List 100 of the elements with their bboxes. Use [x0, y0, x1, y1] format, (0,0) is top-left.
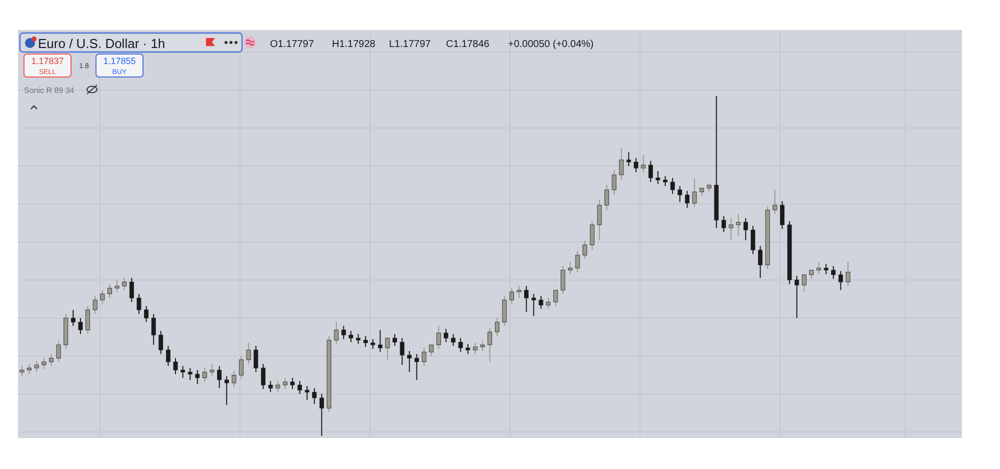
candlestick: [276, 380, 280, 393]
candlestick: [838, 270, 843, 291]
candlestick: [348, 330, 354, 343]
candlestick: [254, 345, 258, 373]
candlestick: [56, 340, 61, 362]
text: +0.00050 (+0.04%): [508, 39, 594, 50]
candlestick: [400, 338, 404, 366]
candlestick: [78, 318, 83, 334]
candlestick: [626, 152, 631, 167]
text: H1.17928: [332, 39, 376, 50]
candlestick: [261, 363, 266, 390]
candlestick: [451, 334, 456, 346]
candlestick: [831, 266, 836, 280]
candlestick: [582, 240, 588, 260]
candlestick: [538, 295, 544, 310]
candlestick: [670, 177, 675, 194]
candlestick: [524, 286, 529, 312]
candlestick: [239, 356, 244, 380]
candlestick: [92, 295, 98, 314]
candlestick: [195, 370, 200, 384]
candlestick: [180, 365, 186, 378]
candlestick: [750, 225, 756, 255]
candlestick: [736, 213, 741, 237]
candlestick: [494, 318, 500, 337]
candlestick: [246, 342, 251, 364]
candlestick: [392, 334, 398, 346]
candlestick: [319, 393, 324, 436]
candlestick: [641, 154, 646, 173]
candlestick: [166, 345, 170, 366]
candlestick: [604, 184, 609, 210]
candlestick: [466, 343, 470, 355]
candlestick: [846, 261, 850, 287]
candlestick: [114, 279, 120, 292]
candlestick: [722, 216, 726, 232]
candlestick: [794, 275, 800, 319]
text: 1.17855: [103, 56, 136, 66]
candlestick: [370, 338, 376, 350]
candlestick: [472, 342, 478, 355]
candlestick: [151, 313, 156, 346]
candlestick: [590, 220, 594, 251]
candlestick: [743, 218, 748, 241]
candlestick: [692, 177, 697, 208]
candlestick: [34, 360, 39, 373]
candlestick: [341, 325, 346, 340]
candlestick: [656, 170, 660, 185]
candlestick: [158, 330, 164, 355]
candlestick: [634, 157, 638, 173]
candlestick: [429, 344, 434, 357]
candlestick: [510, 288, 514, 305]
text: 1.17837: [31, 56, 64, 66]
text: C1.17846: [446, 39, 490, 50]
candlestick: [385, 338, 390, 360]
candlestick: [728, 218, 734, 241]
text: Sonic R 89 34: [24, 86, 75, 95]
candlestick: [780, 200, 784, 230]
candlestick: [224, 376, 229, 406]
candlestick: [436, 325, 441, 350]
candlestick: [20, 365, 24, 377]
candlestick: [217, 365, 222, 389]
candlestick: [334, 322, 339, 344]
candlestick: [458, 338, 463, 353]
text: O1.17797: [270, 39, 314, 50]
candlestick: [546, 297, 551, 310]
candlestick: [363, 336, 368, 348]
candlestick: [502, 295, 507, 326]
candlestick: [108, 284, 112, 298]
candlestick: [202, 368, 207, 382]
candlestick: [772, 189, 778, 214]
candlestick: [173, 358, 178, 375]
candlestick: [268, 380, 273, 393]
candlestick: [488, 327, 492, 362]
candlestick: [312, 388, 317, 405]
candlestick: [378, 329, 382, 353]
candlestick: [356, 334, 360, 344]
candlestick: [122, 277, 127, 291]
candlestick: [568, 261, 572, 275]
candlestick: [612, 170, 616, 196]
candlestick: [42, 358, 46, 370]
candlestick: [480, 340, 485, 352]
candlestick: [188, 368, 192, 380]
candlestick: [86, 306, 90, 334]
candlestick: [824, 263, 828, 275]
candlestick: [553, 290, 558, 307]
candlestick: [414, 354, 419, 380]
candlestick: [129, 277, 134, 303]
candlestick: [422, 347, 426, 366]
candlestick: [575, 250, 580, 273]
candlestick: [444, 328, 448, 343]
candlestick: [516, 286, 522, 298]
candlestick: [758, 245, 762, 278]
candlestick: [70, 309, 76, 326]
chart-title: Euro / U.S. Dollar · 1h: [38, 36, 166, 51]
candlestick: [648, 160, 653, 183]
candlestick: [144, 306, 148, 323]
candlestick: [678, 186, 682, 203]
text: L1.17797: [389, 39, 432, 50]
candlestick: [663, 175, 668, 187]
candlestick: [100, 290, 105, 305]
candlestick: [560, 266, 566, 294]
candlestick: [304, 386, 310, 400]
